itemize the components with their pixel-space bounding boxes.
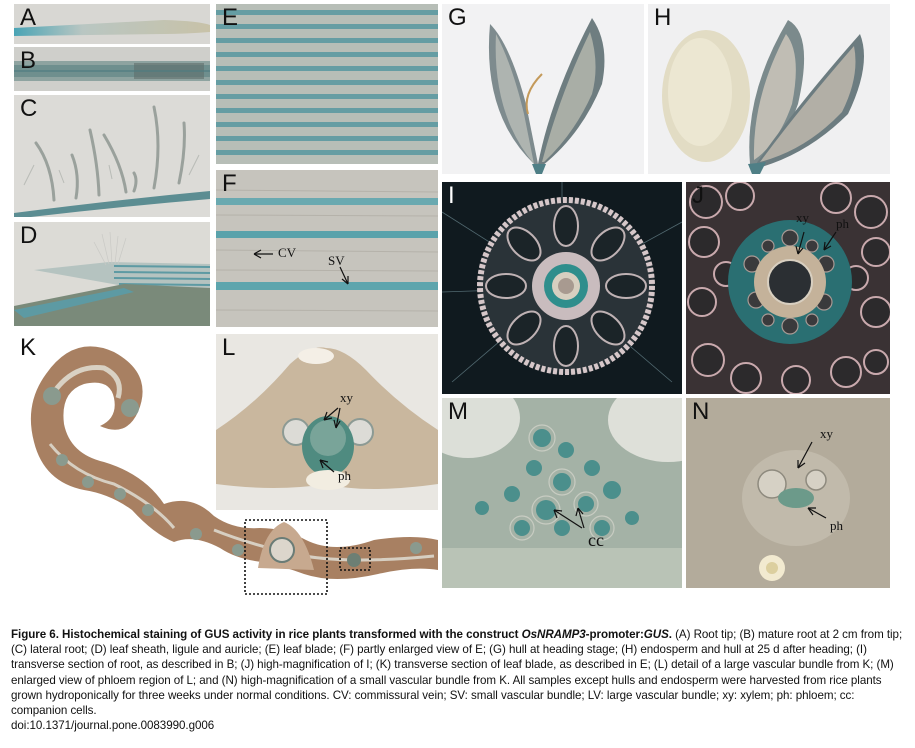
root-section-image	[442, 182, 682, 394]
panel-label-f: F	[222, 170, 237, 197]
panel-label-h: H	[654, 4, 672, 31]
j-ph-arrow	[823, 231, 837, 251]
panel-label-k: K	[20, 334, 37, 361]
annotation-sv: SV	[328, 253, 345, 268]
panel-i: I	[442, 182, 682, 394]
leaf-blade-enlarged-image	[216, 170, 438, 327]
figure-caption: Figure 6. Histochemical staining of GUS …	[11, 627, 907, 733]
caption-title-prefix: Figure 6. Histochemical staining of GUS …	[11, 628, 522, 641]
small-vascular-bundle-box	[339, 547, 371, 571]
caption-construct: OsNRAMP3	[521, 628, 586, 641]
phloem-region-image	[442, 398, 682, 588]
l-annotation-ph: ph	[338, 468, 351, 483]
panel-label-j: J	[692, 182, 704, 209]
j-xy-arrow	[797, 231, 805, 255]
caption-body: (A) Root tip; (B) mature root at 2 cm fr…	[11, 628, 903, 718]
root-tip-image	[14, 4, 210, 44]
panel-a: A	[14, 4, 210, 44]
sv-arrow	[339, 266, 349, 285]
panel-b: B	[14, 47, 210, 91]
annotation-cv: CV	[278, 245, 297, 260]
panel-d: D	[14, 222, 210, 326]
m-annotation-cc: cc	[588, 530, 604, 550]
small-vascular-bundle-image	[686, 398, 890, 588]
j-annotation-ph: ph	[836, 216, 849, 231]
n-annotation-xy: xy	[820, 426, 833, 441]
panel-label-i: I	[448, 182, 455, 209]
caption-gene: GUS	[643, 628, 669, 641]
caption-title-end: .	[668, 628, 672, 641]
panel-label-e: E	[222, 4, 239, 31]
panel-n: N xy ph	[686, 398, 890, 588]
l-annotation-xy: xy	[340, 390, 353, 405]
panel-label-d: D	[20, 222, 38, 249]
mature-root-image	[14, 47, 210, 91]
endosperm-hull-image	[648, 4, 890, 174]
panel-label-n: N	[692, 398, 710, 425]
lateral-root-image	[14, 95, 210, 217]
panel-label-l: L	[222, 334, 236, 361]
n-annotation-ph: ph	[830, 518, 843, 533]
leaf-sheath-image	[14, 222, 210, 326]
panel-label-a: A	[20, 4, 37, 31]
caption-doi: doi:10.1371/journal.pone.0083990.g006	[11, 719, 215, 733]
panel-h: H	[648, 4, 890, 174]
large-vascular-bundle-image	[216, 334, 438, 510]
panel-label-b: B	[20, 47, 37, 74]
panel-label-m: M	[448, 398, 468, 425]
j-annotation-xy: xy	[796, 210, 809, 225]
panel-g: G	[442, 4, 644, 174]
hull-image	[442, 4, 644, 174]
root-high-mag-image	[686, 182, 890, 394]
large-vascular-bundle-box	[244, 519, 328, 595]
panel-label-g: G	[448, 4, 467, 31]
panel-j: J xy ph	[686, 182, 890, 394]
panel-m: M cc	[442, 398, 682, 588]
panel-label-c: C	[20, 95, 38, 122]
panel-c: C	[14, 95, 210, 217]
leaf-blade-image	[216, 4, 438, 164]
panel-f: F CV SV	[216, 170, 438, 327]
caption-title-mid: -promoter:	[585, 628, 644, 641]
caption-title: Figure 6. Histochemical staining of GUS …	[11, 628, 672, 641]
panel-l: L xy ph	[216, 334, 438, 510]
panel-e: E	[216, 4, 438, 164]
